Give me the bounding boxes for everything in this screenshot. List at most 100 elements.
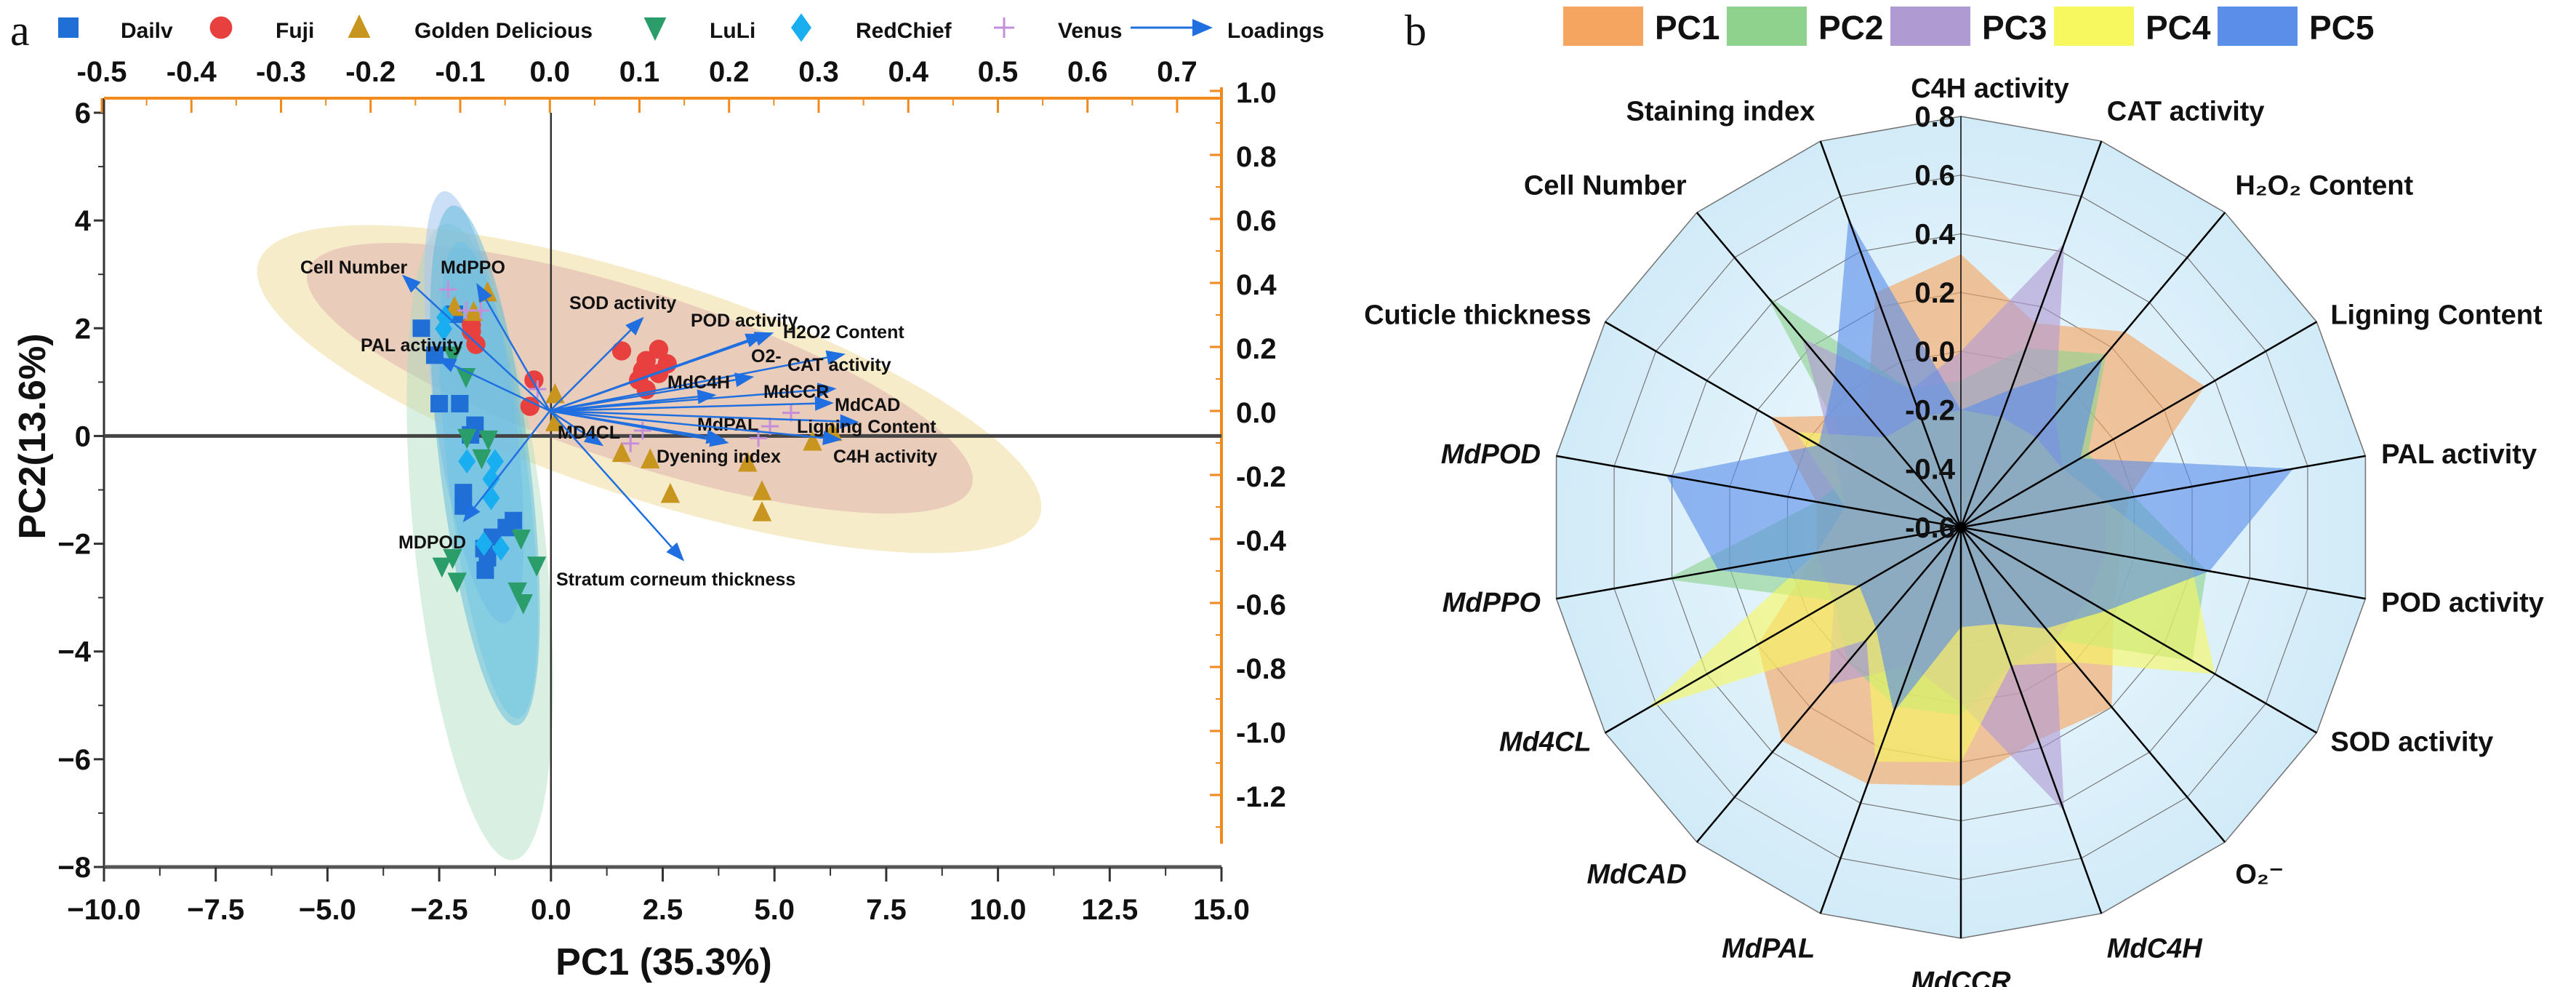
legend-marker-venus <box>994 17 1014 38</box>
loading-arrowhead <box>436 357 457 372</box>
luli-point <box>511 530 531 550</box>
right-tick-label: -0.8 <box>1236 653 1286 685</box>
legend-label: PC3 <box>1982 9 2047 47</box>
legend: Dailv Fuji Golden Delicious LuLi RedChief Ven… <box>58 13 1324 43</box>
loading-arrowhead <box>840 414 859 429</box>
loading-arrow-line <box>550 409 824 439</box>
legend-marker-luli <box>643 17 667 41</box>
loading-arrow-line <box>485 298 551 412</box>
loading-label: CAT activity <box>787 355 891 375</box>
loading-label: Stratum corneum thickness <box>556 570 795 590</box>
radar-axis-line <box>1696 212 1962 528</box>
right-tick-label: 1.0 <box>1236 77 1277 109</box>
top-tick-label: 0.2 <box>709 56 750 88</box>
fuji-point <box>649 339 669 359</box>
y-tick-label: −2 <box>57 529 91 561</box>
top-tick-label: 0.1 <box>619 56 660 88</box>
y-tick-label: −4 <box>57 636 91 668</box>
legend-swatch-pc5 <box>2218 7 2298 46</box>
radar-tick-label: 0.6 <box>1914 160 1955 192</box>
dailv-point <box>451 394 469 412</box>
venus-point <box>633 422 651 440</box>
legend-label: LuLi <box>710 19 755 43</box>
legend-label: PC1 <box>1655 9 1720 47</box>
dailv-ellipse <box>430 205 540 726</box>
golden-delicious-point <box>545 411 565 431</box>
loading-label: MdPPO <box>441 257 505 278</box>
radar-axis-label: H₂O₂ Content <box>2235 170 2413 201</box>
golden-delicious-point <box>641 448 660 469</box>
golden-delicious-point <box>738 451 758 472</box>
radar-axis-line <box>1959 140 2103 528</box>
top-tick-label: -0.2 <box>345 56 396 88</box>
y-axis-title: PC2(13.6%) <box>12 333 54 539</box>
venus-point <box>782 404 800 422</box>
loading-label: POD activity <box>691 311 798 331</box>
loading-label: O2- <box>751 346 782 367</box>
legend-marker-dailv <box>58 17 79 38</box>
radar-axis-label: MdCCR <box>1911 967 2011 987</box>
golden-delicious-point <box>611 441 632 463</box>
radar-axis-label: MdC4H <box>2107 934 2203 964</box>
radar-axis-line <box>1960 455 2366 529</box>
radar-axis-label: CAT activity <box>2107 96 2265 127</box>
loading-label: SOD activity <box>569 293 676 313</box>
legend-label: Venus <box>1058 19 1122 43</box>
radar-axis-line <box>1605 526 1962 734</box>
x-tick-label: 12.5 <box>1081 894 1138 926</box>
venus-point <box>457 301 475 319</box>
fuji-point <box>520 396 540 416</box>
legend-swatch-pc4 <box>2054 7 2134 46</box>
redchief-point <box>482 466 500 492</box>
radar-legend: PC1 PC2 PC3 PC4 PC5 <box>1563 7 2374 47</box>
fuji-point <box>462 321 481 341</box>
loading-arrowhead <box>583 429 604 447</box>
x-tick-label: −10.0 <box>67 894 140 926</box>
loading-label: Cell Number <box>300 257 408 278</box>
radar-axis-label: Cell Number <box>1524 170 1687 201</box>
x-tick-label: −5.0 <box>299 894 356 926</box>
y-tick-label: −8 <box>57 852 91 884</box>
x-tick-label: 5.0 <box>754 894 795 926</box>
legend-label: RedChief <box>856 19 952 43</box>
radar-axis-label: C4H activity <box>1911 73 2069 104</box>
right-tick-label: 0.0 <box>1236 397 1277 429</box>
venus-point <box>472 301 490 319</box>
radar-axis-line <box>1960 321 2317 529</box>
legend-label: PC5 <box>2309 9 2374 47</box>
radar-axis-line <box>1960 212 2226 528</box>
loading-arrowhead <box>816 383 837 398</box>
x-tick-label: 10.0 <box>970 894 1027 926</box>
luli-point <box>443 346 462 367</box>
panel-b-label: b <box>1405 7 1427 55</box>
loading-arrowhead <box>825 350 846 365</box>
radar-axis-line <box>1556 526 1962 600</box>
radar-axis-line <box>1819 527 1962 914</box>
radar-axis-line <box>1960 527 2226 843</box>
loading-arrow-line <box>549 410 673 548</box>
legend-marker-fuji <box>209 16 233 39</box>
luli-point <box>472 449 491 470</box>
redchief-point <box>435 316 453 341</box>
legend-swatch-pc1 <box>1563 7 1643 46</box>
radar-axis-label: POD activity <box>2381 588 2544 618</box>
top-tick-label: -0.5 <box>77 56 127 88</box>
right-tick-label: -0.4 <box>1236 525 1287 557</box>
radar-axis-label: MdPOD <box>1441 439 1541 470</box>
x-tick-label: −7.5 <box>187 894 244 926</box>
legend-marker-golden-delicious <box>348 14 371 38</box>
legend-label: PC2 <box>1818 9 1883 47</box>
radar-tick-label: 0.2 <box>1914 277 1955 309</box>
loading-arrow-line <box>415 287 551 412</box>
radar-axis-label: Cuticle thickness <box>1364 300 1592 331</box>
radar-axis-label: MdPAL <box>1722 934 1815 964</box>
legend-loadings-arrowhead <box>1192 19 1213 36</box>
loading-arrowhead <box>666 542 685 562</box>
legend-label: PC4 <box>2146 9 2211 47</box>
luli-point <box>478 430 498 451</box>
loading-arrow-line <box>473 410 551 508</box>
radar-axis-line <box>1556 455 1962 529</box>
luli-point <box>526 556 547 577</box>
